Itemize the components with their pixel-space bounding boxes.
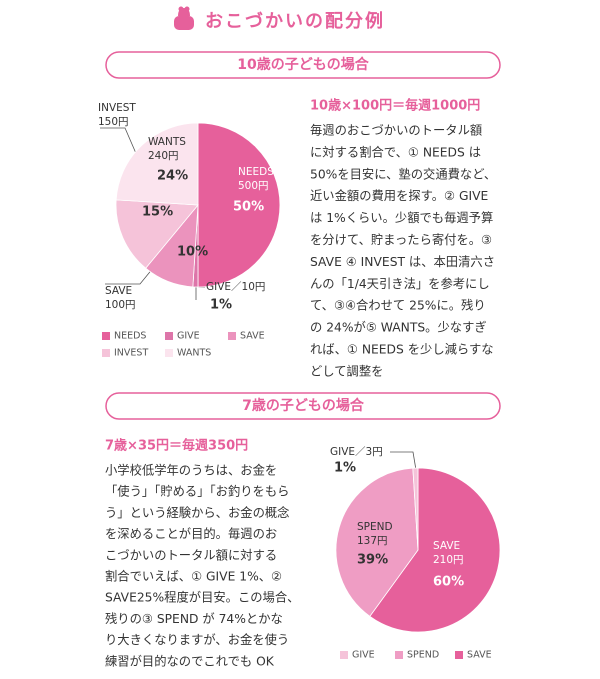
- body-text: 「使う」「貯める」「お釣りをもら: [105, 484, 289, 499]
- slice-label: WANTS: [148, 136, 186, 148]
- slice-label: SAVE: [433, 540, 460, 552]
- slice-label: GIVE／3円: [330, 446, 383, 458]
- value-label: 1%: [210, 298, 232, 313]
- value-label: 10%: [177, 245, 208, 260]
- legend-swatch: [395, 651, 403, 659]
- legend-label: NEEDS: [114, 331, 146, 342]
- legend-swatch: [455, 651, 463, 659]
- slice-label: SPEND: [357, 521, 393, 533]
- pie-slice: [412, 467, 419, 551]
- pie-slice: [335, 467, 419, 617]
- legend-label: SAVE: [467, 650, 492, 661]
- slice-label: GIVE／10円: [206, 281, 265, 293]
- pie-slice: [197, 122, 281, 288]
- body-text: どして調整を: [310, 363, 383, 378]
- body-text: 毎週のおこづかいのトータル額: [310, 123, 482, 138]
- body-text: 残りの③ SPEND が 74%とかな: [105, 611, 283, 626]
- body-text: 50%を目安に、塾の交通費など、: [310, 166, 496, 181]
- legend-label: SAVE: [240, 331, 265, 342]
- legend-swatch: [102, 349, 110, 357]
- body-text: SAVE25%程度が目安。この場合、: [105, 590, 299, 605]
- slice-label: 100円: [105, 299, 136, 311]
- body-text: に対する割合で、① NEEDS は: [310, 144, 481, 159]
- value-label: 50%: [233, 200, 264, 215]
- legend-swatch: [340, 651, 348, 659]
- body-text: 練習が目的なのでこれでも OK: [105, 653, 275, 668]
- value-label: 60%: [433, 575, 464, 590]
- body-text: を分けて、貯まったら寄付を。③: [310, 232, 492, 247]
- value-label: 1%: [334, 461, 356, 476]
- body-text: 近い金額の費用を探す。② GIVE: [310, 188, 488, 203]
- pie-slice: [369, 467, 501, 633]
- body-text: て、③④合わせて 25%に。残り: [310, 298, 486, 313]
- slice-label: 150円: [98, 116, 129, 128]
- legend-swatch: [102, 332, 110, 340]
- body-text: れば、① NEEDS を少し減らすな: [310, 342, 494, 357]
- purse-icon: [174, 6, 194, 30]
- section-heading: 10歳の子どもの場合: [237, 56, 369, 73]
- section-banner: [105, 51, 501, 79]
- legend-label: INVEST: [114, 348, 148, 359]
- slice-label: NEEDS: [238, 166, 274, 178]
- section-subheading: 7歳×35円＝毎週350円: [105, 438, 248, 454]
- body-text: は 1%くらい。少額でも毎週予算: [310, 210, 493, 225]
- slice-label: INVEST: [98, 102, 136, 114]
- slice-label: 137円: [357, 535, 388, 547]
- legend-swatch: [165, 349, 173, 357]
- value-label: 24%: [157, 169, 188, 184]
- slice-label: 210円: [433, 554, 464, 566]
- body-text: 割合でいえば、① GIVE 1%、②: [105, 569, 282, 584]
- body-text: 小学校低学年のうちは、お金を: [105, 463, 277, 478]
- slice-label: 500円: [238, 180, 269, 192]
- value-label: 15%: [142, 205, 173, 220]
- slice-label: SAVE: [105, 285, 132, 297]
- value-label: 39%: [357, 553, 388, 568]
- legend-swatch: [165, 332, 173, 340]
- body-text: SAVE ④ INVEST は、本田清六さ: [310, 255, 495, 269]
- legend-swatch: [228, 332, 236, 340]
- body-text: う」という経験から、お金の概念: [105, 505, 289, 520]
- section-heading: 7歳の子どもの場合: [242, 397, 365, 414]
- slice-label: 240円: [148, 150, 179, 162]
- section-subheading: 10歳×100円＝毎週1000円: [310, 98, 480, 114]
- pie-slice: [115, 122, 199, 206]
- body-text: り大きくなりますが、お金を使う: [105, 632, 289, 647]
- legend-label: GIVE: [177, 331, 200, 342]
- pie-slice: [115, 199, 199, 269]
- section-banner: [105, 392, 501, 420]
- body-text: んの「1/4天引き法」を参考にし: [310, 276, 490, 291]
- legend-label: GIVE: [352, 650, 375, 661]
- body-text: の 24%が⑤ WANTS。少なすぎ: [310, 320, 487, 335]
- legend-label: WANTS: [177, 348, 211, 359]
- page-title: おこづかいの配分例: [205, 10, 385, 32]
- body-text: を深めることが目的。毎週のお: [105, 526, 277, 541]
- legend-label: SPEND: [407, 650, 439, 661]
- body-text: こづかいのトータル額に対する: [105, 548, 277, 562]
